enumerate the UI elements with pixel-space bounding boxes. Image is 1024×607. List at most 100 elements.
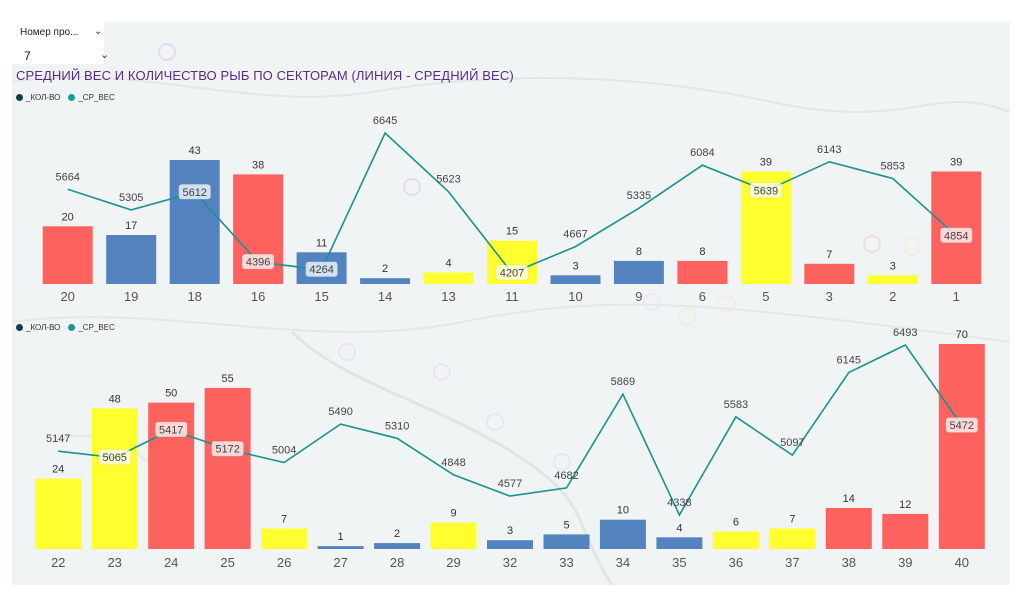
x-tick-label: 24 xyxy=(164,555,178,570)
map-background xyxy=(12,43,1010,585)
bar-value-label: 4 xyxy=(676,522,682,534)
bar[interactable] xyxy=(550,275,601,284)
x-tick-label: 1 xyxy=(953,289,960,304)
bar-value-label: 14 xyxy=(843,493,855,505)
bar-value-label: 24 xyxy=(52,464,64,476)
bar-value-label: 12 xyxy=(899,499,911,511)
legend-dot-icon xyxy=(16,324,23,331)
legend-label: _СР_ВЕС xyxy=(78,323,115,332)
line-value-label: 5853 xyxy=(881,161,905,173)
legend-item-weight[interactable]: _СР_ВЕС xyxy=(68,323,115,332)
bar[interactable] xyxy=(106,235,157,284)
bar[interactable] xyxy=(867,275,918,284)
x-tick-label: 33 xyxy=(559,555,573,570)
bar[interactable] xyxy=(882,513,929,549)
slicer-selected-value[interactable]: 7 xyxy=(24,49,31,63)
bar[interactable] xyxy=(423,272,474,285)
bar-value-label: 38 xyxy=(252,159,264,171)
line-value-label: 4682 xyxy=(554,470,578,482)
legend-dot-icon xyxy=(16,94,23,101)
bar[interactable] xyxy=(769,528,816,550)
legend-dot-icon xyxy=(68,94,76,101)
x-tick-label: 37 xyxy=(785,555,799,570)
bar-value-label: 3 xyxy=(890,260,896,272)
bar-value-label: 3 xyxy=(507,525,513,537)
weight-line xyxy=(58,343,963,517)
bar[interactable] xyxy=(613,260,664,284)
line-label-box xyxy=(178,183,212,200)
line-value-label: 5004 xyxy=(272,445,296,457)
line-value-label: 5490 xyxy=(328,406,352,418)
bar[interactable] xyxy=(91,408,138,549)
bar[interactable] xyxy=(938,344,985,549)
x-tick-label: 16 xyxy=(251,289,265,304)
bar[interactable] xyxy=(677,260,728,284)
line-value-label: 6084 xyxy=(690,147,714,159)
bar-value-label: 39 xyxy=(950,157,962,169)
x-tick-label: 25 xyxy=(220,555,234,570)
bar-value-label: 10 xyxy=(617,505,629,517)
bar[interactable] xyxy=(804,263,855,284)
x-tick-label: 39 xyxy=(898,555,912,570)
bar-value-label: 55 xyxy=(221,373,233,385)
bar[interactable] xyxy=(169,160,220,284)
bar[interactable] xyxy=(825,508,872,549)
x-tick-label: 29 xyxy=(446,555,460,570)
bar-value-label: 7 xyxy=(281,514,287,526)
line-value-label: 4667 xyxy=(563,229,587,241)
bar[interactable] xyxy=(204,387,251,549)
line-value-label: 5869 xyxy=(611,376,635,388)
bar-value-label: 5 xyxy=(563,519,569,531)
line-value-label: 5310 xyxy=(385,420,409,432)
bar[interactable] xyxy=(543,534,590,549)
bar[interactable] xyxy=(42,226,93,284)
bar[interactable] xyxy=(374,543,421,549)
line-value-label: 4264 xyxy=(309,264,333,276)
x-tick-label: 34 xyxy=(616,555,630,570)
x-tick-label: 22 xyxy=(51,555,65,570)
line-value-label: 4338 xyxy=(667,497,691,509)
legend-item-count[interactable]: _КОЛ-ВО xyxy=(16,93,60,102)
chart-legend: _КОЛ-ВО _СР_ВЕС xyxy=(16,93,119,102)
sector-slicer[interactable]: Номер про... ⌄ 7 ⌄ xyxy=(12,22,109,64)
line-value-label: 5623 xyxy=(436,174,460,186)
x-tick-label: 23 xyxy=(107,555,121,570)
bar-value-label: 6 xyxy=(733,516,739,528)
bar[interactable] xyxy=(487,540,533,549)
x-tick-label: 38 xyxy=(842,555,856,570)
x-tick-label: 19 xyxy=(124,289,138,304)
legend-item-count[interactable]: _КОЛ-ВО xyxy=(16,323,60,332)
line-label-box xyxy=(939,227,973,244)
chevron-down-icon[interactable]: ⌄ xyxy=(100,49,110,61)
x-tick-label: 27 xyxy=(333,555,347,570)
chevron-down-icon[interactable]: ⌄ xyxy=(94,26,103,37)
x-tick-label: 9 xyxy=(635,289,642,304)
line-value-label: 6645 xyxy=(373,115,397,127)
x-tick-label: 6 xyxy=(699,289,706,304)
x-tick-label: 26 xyxy=(277,555,291,570)
x-tick-label: 18 xyxy=(187,289,201,304)
bar[interactable] xyxy=(317,546,364,549)
line-label-box xyxy=(98,449,132,466)
line-value-label: 5472 xyxy=(950,420,974,432)
line-value-label: 5639 xyxy=(754,185,778,197)
bar-value-label: 8 xyxy=(699,246,705,258)
x-tick-label: 3 xyxy=(826,289,833,304)
bar[interactable] xyxy=(599,519,646,549)
bar[interactable] xyxy=(360,278,411,284)
legend-item-weight[interactable]: _СР_ВЕС xyxy=(68,93,115,102)
bar[interactable] xyxy=(712,531,759,549)
bar-value-label: 11 xyxy=(316,237,327,249)
line-value-label: 5612 xyxy=(182,187,206,199)
bar-value-label: 4 xyxy=(445,258,451,270)
bar[interactable] xyxy=(430,522,477,549)
bar[interactable] xyxy=(261,528,308,550)
x-tick-label: 14 xyxy=(378,289,392,304)
bar[interactable] xyxy=(35,478,82,549)
bar-value-label: 7 xyxy=(789,514,795,526)
bar[interactable] xyxy=(931,171,982,285)
bar-value-label: 8 xyxy=(636,246,642,258)
bar-value-label: 2 xyxy=(394,528,400,540)
bar[interactable] xyxy=(656,537,703,549)
